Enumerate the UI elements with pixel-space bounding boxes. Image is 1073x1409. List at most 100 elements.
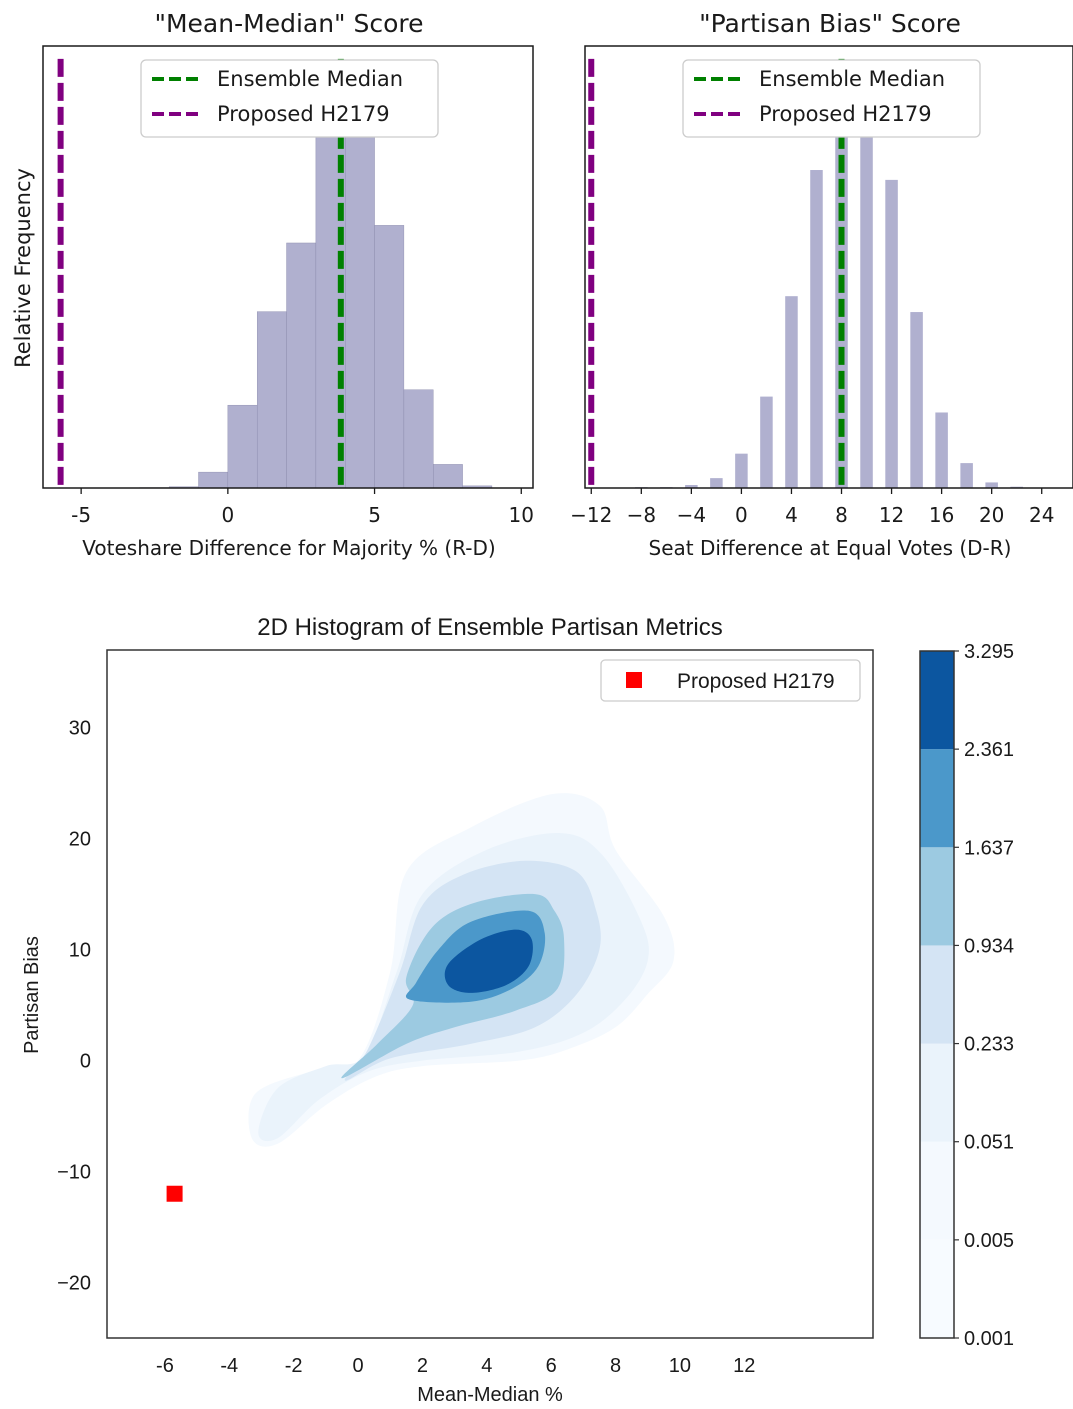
colorbar-tick-label: 3.295 [964, 641, 1014, 663]
x-tick-label: 2 [417, 1355, 428, 1377]
colorbar-tick-label: 0.005 [964, 1230, 1014, 1252]
y-tick-label: 0 [80, 1051, 91, 1073]
y-tick-label: −10 [57, 1162, 91, 1184]
x-tick-label: -5 [71, 503, 91, 527]
histogram-bar [374, 225, 405, 489]
partisan-bias-x-ticks: −12 −8 −4 0 4 8 12 16 20 24 [570, 488, 1054, 527]
x-tick-label: 4 [785, 503, 798, 527]
legend-proposed-label: Proposed H2179 [759, 102, 932, 126]
legend-median-label: Ensemble Median [759, 67, 945, 91]
histogram-bar [685, 484, 698, 488]
2d-histogram-y-ticks: −20 −10 0 10 20 30 [57, 718, 91, 1295]
histogram-bar [985, 482, 998, 488]
x-tick-label: 0 [352, 1355, 363, 1377]
histogram-bar [403, 389, 434, 489]
2d-histogram-title: 2D Histogram of Ensemble Partisan Metric… [257, 614, 723, 641]
legend-proposed-label: Proposed H2179 [677, 670, 835, 693]
histogram-bar [910, 312, 923, 488]
partisan-bias-title: "Partisan Bias" Score [699, 9, 961, 38]
histogram-bar [860, 73, 873, 489]
x-tick-label: 0 [735, 503, 748, 527]
x-tick-label: 12 [879, 503, 904, 527]
legend-proposed-swatch [626, 672, 642, 688]
2d-histogram-legend: Proposed H2179 [600, 659, 861, 702]
partisan-bias-xlabel: Seat Difference at Equal Votes (D-R) [649, 536, 1012, 560]
histogram-bar [960, 463, 973, 488]
x-tick-label: −4 [677, 503, 706, 527]
y-tick-label: 30 [69, 718, 91, 740]
colorbar-tick-label: 0.001 [964, 1328, 1014, 1350]
proposed-h2179-marker [166, 1185, 183, 1202]
histogram-bar [785, 296, 798, 488]
legend-box [600, 659, 861, 702]
2d-histogram-axes-frame [106, 649, 874, 1339]
histogram-bar [256, 311, 287, 489]
colorbar-segment [920, 651, 954, 750]
partisan-bias-legend: Ensemble Median Proposed H2179 [682, 59, 981, 138]
histogram-bar [885, 179, 898, 488]
mean-median-title: "Mean-Median" Score [154, 9, 423, 38]
legend-box [682, 59, 981, 138]
histogram-bar [345, 71, 375, 489]
x-tick-label: 24 [1029, 503, 1054, 527]
x-tick-label: 8 [835, 503, 848, 527]
x-tick-label: -2 [285, 1355, 303, 1377]
x-tick-label: 0 [221, 503, 234, 527]
x-tick-label: −12 [570, 503, 612, 527]
legend-box [140, 59, 439, 138]
partisan-bias-ylabel: Partisan Bias [21, 936, 43, 1054]
colorbar-segment [920, 1141, 954, 1240]
x-tick-label: 10 [669, 1355, 691, 1377]
mean-median-xlabel: Voteshare Difference for Majority % (R-D… [82, 536, 495, 560]
density-contour-level [444, 929, 533, 993]
mean-median-axes-frame [42, 45, 534, 489]
colorbar-segment [920, 1043, 954, 1142]
histogram-bar [935, 412, 948, 488]
x-tick-label: 8 [610, 1355, 621, 1377]
colorbar-tick-label: 0.051 [964, 1132, 1014, 1154]
relative-frequency-ylabel: Relative Frequency [11, 168, 35, 368]
x-tick-label: −8 [627, 503, 656, 527]
histogram-bar [735, 453, 748, 488]
colorbar-tick-label: 0.233 [964, 1034, 1014, 1056]
density-colorbar: 0.001 0.005 0.051 0.233 0.934 1.637 2.361 3.295 [919, 641, 1014, 1350]
y-tick-label: 10 [69, 940, 91, 962]
colorbar-frame [919, 650, 955, 1339]
x-tick-label: 20 [979, 503, 1004, 527]
x-tick-label: -6 [156, 1355, 174, 1377]
histogram-bar [760, 396, 773, 488]
colorbar-tick-label: 2.361 [964, 739, 1014, 761]
histogram-bar [710, 478, 723, 488]
x-tick-label: -4 [220, 1355, 238, 1377]
histogram-bar [227, 404, 258, 489]
x-tick-label: 6 [546, 1355, 557, 1377]
y-tick-label: −20 [57, 1273, 91, 1295]
mean-median-xlabel: Mean-Median % [417, 1384, 563, 1406]
colorbar-tick-label: 0.934 [964, 935, 1014, 957]
partisan-bias-histogram: "Partisan Bias" Score −12 −8 −4 0 4 8 12 16 20 24… [570, 9, 1073, 560]
colorbar-segment [920, 1239, 954, 1338]
mean-median-histogram: "Mean-Median" Score Relative Frequency -… [11, 9, 534, 560]
colorbar-segment [920, 847, 954, 946]
colorbar-tick-label: 1.637 [964, 837, 1014, 859]
histogram-bar [433, 464, 463, 489]
histogram-bar [286, 242, 317, 489]
colorbar-segment [920, 749, 954, 848]
x-tick-label: 10 [509, 503, 534, 527]
y-tick-label: 20 [69, 829, 91, 851]
2d-histogram-x-ticks: -6 -4 -2 0 2 4 6 8 10 12 [156, 1355, 755, 1377]
x-tick-label: 5 [368, 503, 381, 527]
histogram-bar [810, 170, 823, 489]
partisan-metrics-2d-histogram: 2D Histogram of Ensemble Partisan Metric… [21, 614, 1014, 1406]
colorbar-segment [920, 945, 954, 1044]
x-tick-label: 12 [733, 1355, 755, 1377]
mean-median-x-ticks: -5 0 5 10 [71, 488, 534, 527]
legend-median-label: Ensemble Median [217, 67, 403, 91]
partisan-bias-axes-frame [584, 45, 1073, 489]
histogram-bar [198, 471, 229, 489]
density-contours [248, 793, 675, 1147]
legend-proposed-label: Proposed H2179 [217, 102, 390, 126]
x-tick-label: 16 [929, 503, 954, 527]
x-tick-label: 4 [481, 1355, 492, 1377]
